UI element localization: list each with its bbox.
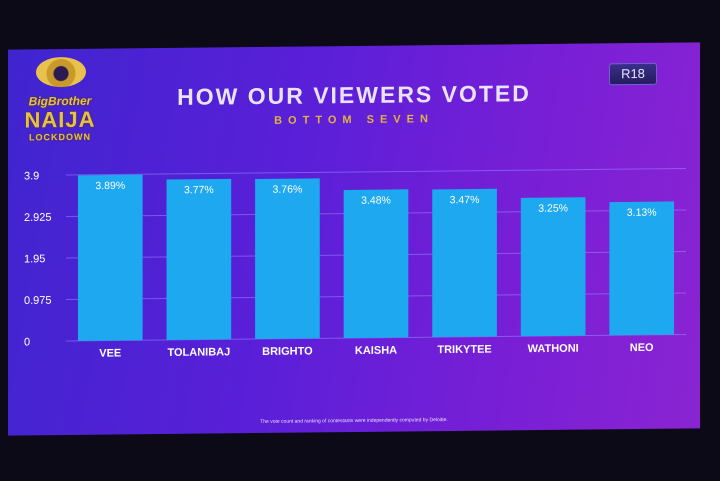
bar (255, 178, 320, 340)
bar (77, 174, 143, 341)
bar (432, 188, 497, 338)
y-tick-label: 3.9 (24, 170, 39, 182)
y-tick-label: 2.925 (24, 212, 52, 224)
bar (166, 178, 232, 340)
bar (343, 189, 409, 339)
x-tick-label: KAISHA (355, 345, 397, 357)
x-tick-label: TRIKYTEE (437, 344, 491, 357)
tv-screen: BigBrother NAIJA LOCKDOWN R18 HOW OUR VI… (8, 42, 700, 436)
data-label: 3.13% (627, 207, 657, 219)
data-label: 3.77% (184, 184, 214, 196)
y-tick-label: 1.95 (24, 253, 45, 265)
bar-chart: 0 0.975 1.95 2.925 3.9 3.89% VEE 3.77% TOLANIBAJ… (24, 168, 686, 360)
data-label: 3.25% (538, 202, 568, 214)
gridline (66, 168, 686, 176)
data-label: 3.48% (361, 194, 391, 206)
x-tick-label: VEE (99, 347, 121, 359)
data-label: 3.89% (95, 180, 125, 192)
x-tick-label: TOLANIBAJ (167, 346, 230, 359)
bar (520, 197, 586, 337)
x-tick-label: BRIGHTO (262, 345, 313, 358)
bar (609, 201, 675, 336)
x-tick-label: WATHONI (528, 343, 579, 356)
y-tick-label: 0 (24, 336, 30, 348)
data-label: 3.76% (273, 184, 303, 196)
y-tick-label: 0.975 (24, 295, 52, 307)
x-tick-label: NEO (630, 342, 654, 354)
data-label: 3.47% (450, 194, 480, 206)
